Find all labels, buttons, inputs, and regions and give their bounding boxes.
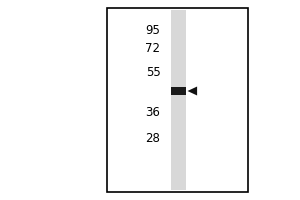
Text: 72: 72 (146, 43, 160, 55)
Bar (171, 10, 186, 190)
Bar (106, 8, 248, 192)
Text: 36: 36 (146, 106, 160, 119)
Polygon shape (188, 87, 197, 95)
Text: 28: 28 (146, 132, 160, 146)
Text: 95: 95 (146, 24, 160, 38)
Bar (171, 87, 186, 95)
Text: 55: 55 (146, 66, 160, 79)
